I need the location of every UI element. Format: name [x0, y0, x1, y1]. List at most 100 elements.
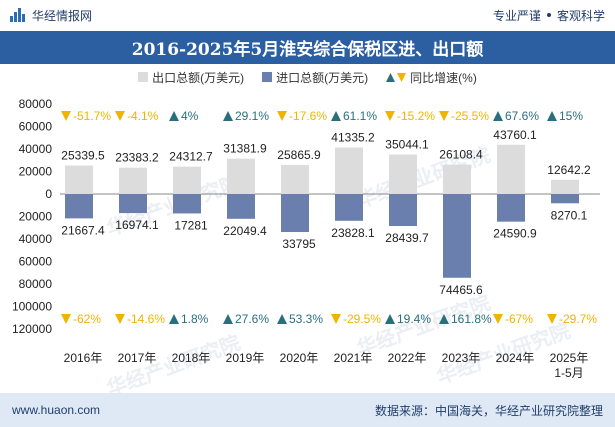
- import-growth-marker: [223, 314, 233, 324]
- x-category-label-line: 2019年: [226, 351, 265, 365]
- x-category-label-line: 2020年: [280, 351, 319, 365]
- x-category-label-line: 2018年: [172, 351, 211, 365]
- export-bar: [227, 158, 255, 194]
- import-value-label: 17281: [174, 218, 208, 232]
- import-bar: [281, 194, 309, 233]
- export-value-label: 31381.9: [223, 142, 267, 156]
- brand: 华经情报网: [10, 7, 92, 24]
- x-category-label: 2019年: [226, 351, 265, 365]
- import-growth-marker: [61, 314, 71, 324]
- import-value-label: 16974.1: [115, 218, 159, 232]
- export-value-label: 12642.2: [547, 163, 591, 177]
- export-growth-marker: [547, 111, 557, 121]
- footer-source: 数据来源：中国海关，华经产业研究院整理: [374, 403, 603, 418]
- x-category-label: 2024年: [496, 351, 535, 365]
- x-category-label: 2025年 1-5月: [550, 351, 589, 380]
- export-bar: [443, 164, 471, 194]
- export-growth-label: 4%: [181, 109, 199, 123]
- x-category-label: 2020年: [280, 351, 319, 365]
- x-category-label-line: 1-5月: [554, 366, 583, 380]
- export-value-label: 25339.5: [61, 148, 105, 162]
- y-tick-label: 100000: [12, 300, 52, 314]
- legend-growth-label: 同比增速(%): [410, 70, 477, 85]
- export-value-label: 23383.2: [115, 151, 159, 165]
- export-growth-label: 29.1%: [235, 109, 269, 123]
- export-bar: [65, 165, 93, 194]
- export-growth-label: 67.6%: [505, 109, 539, 123]
- export-growth-label: -51.7%: [73, 109, 111, 123]
- export-growth-marker: [385, 111, 395, 121]
- export-growth-marker: [277, 111, 287, 121]
- export-growth-marker: [61, 111, 71, 121]
- import-growth-marker: [169, 314, 179, 324]
- import-value-label: 23828.1: [331, 226, 375, 240]
- legend-export-swatch: [138, 72, 149, 82]
- x-category-label: 2018年: [172, 351, 211, 365]
- import-growth-label: -29.7%: [559, 312, 597, 326]
- export-bar: [173, 166, 201, 194]
- import-value-label: 74465.6: [439, 283, 483, 297]
- dot-separator-icon: [546, 13, 551, 17]
- import-bar: [227, 194, 255, 219]
- bar-chart-plot: 华经产业研究院华经产业研究院华经产业研究院华经产业研究院华经产业研究院80000…: [12, 97, 600, 393]
- legend-export-label: 出口总额(万美元): [152, 70, 245, 85]
- footer-bar: www.huaon.com 数据来源：中国海关，华经产业研究院整理: [0, 393, 615, 427]
- bar-chart-icon: [10, 8, 26, 22]
- export-growth-label: -15.2%: [397, 109, 435, 123]
- y-tick-label: 120000: [12, 322, 52, 336]
- x-category-label-line: 2022年: [388, 351, 427, 365]
- legend-import: 进口总额(万美元): [262, 69, 368, 86]
- legend-growth: 同比增速(%): [386, 69, 477, 86]
- import-bar: [497, 194, 525, 222]
- brand-name: 华经情报网: [32, 8, 93, 23]
- import-growth-label: -14.6%: [127, 312, 165, 326]
- top-bar: 华经情报网 专业严谨 客观科学: [0, 0, 615, 30]
- import-value-label: 28439.7: [385, 231, 429, 245]
- export-growth-label: -25.5%: [451, 109, 489, 123]
- footer-site: www.huaon.com: [12, 403, 101, 417]
- import-growth-label: 27.6%: [235, 312, 269, 326]
- import-growth-label: 19.4%: [397, 312, 431, 326]
- import-value-label: 24590.9: [493, 227, 537, 241]
- import-bar: [551, 194, 579, 204]
- y-tick-label: 60000: [19, 255, 53, 269]
- export-growth-label: -4.1%: [127, 109, 159, 123]
- import-growth-marker: [115, 314, 125, 324]
- x-category-label: 2021年: [334, 351, 373, 365]
- import-bar: [65, 194, 93, 219]
- export-growth-marker: [331, 111, 341, 121]
- legend-growth-triangles-icon: [386, 73, 407, 82]
- y-tick-label: 60000: [19, 120, 53, 134]
- import-growth-label: 161.8%: [451, 312, 492, 326]
- import-bar: [173, 194, 201, 214]
- x-category-label-line: 2017年: [118, 351, 157, 365]
- import-growth-label: 1.8%: [181, 312, 209, 326]
- export-bar: [119, 167, 147, 194]
- import-growth-marker: [439, 314, 449, 324]
- export-value-label: 43760.1: [493, 128, 537, 142]
- export-growth-label: -17.6%: [289, 109, 327, 123]
- export-bar: [497, 144, 525, 194]
- import-growth-label: -67%: [505, 312, 533, 326]
- import-bar: [443, 194, 471, 278]
- export-bar: [389, 154, 417, 194]
- export-value-label: 25865.9: [277, 148, 321, 162]
- x-category-label: 2016年: [64, 351, 103, 365]
- export-growth-label: 15%: [559, 109, 583, 123]
- import-value-label: 21667.4: [61, 223, 105, 237]
- legend-import-label: 进口总额(万美元): [276, 70, 369, 85]
- x-category-label: 2023年: [442, 351, 481, 365]
- chart-legend: 出口总额(万美元) 进口总额(万美元) 同比增速(%): [0, 66, 615, 88]
- export-growth-marker: [223, 111, 233, 121]
- chart-title: 2016-2025年5月淮安综合保税区进、出口额: [131, 40, 484, 60]
- y-tick-label: 80000: [19, 97, 53, 111]
- legend-import-swatch: [262, 72, 273, 82]
- export-value-label: 26108.4: [439, 148, 483, 162]
- export-growth-label: 61.1%: [343, 109, 377, 123]
- y-tick-label: 80000: [19, 277, 53, 291]
- x-category-label-line: 2023年: [442, 351, 481, 365]
- import-growth-marker: [547, 314, 557, 324]
- import-growth-marker: [493, 314, 503, 324]
- import-growth-marker: [277, 314, 287, 324]
